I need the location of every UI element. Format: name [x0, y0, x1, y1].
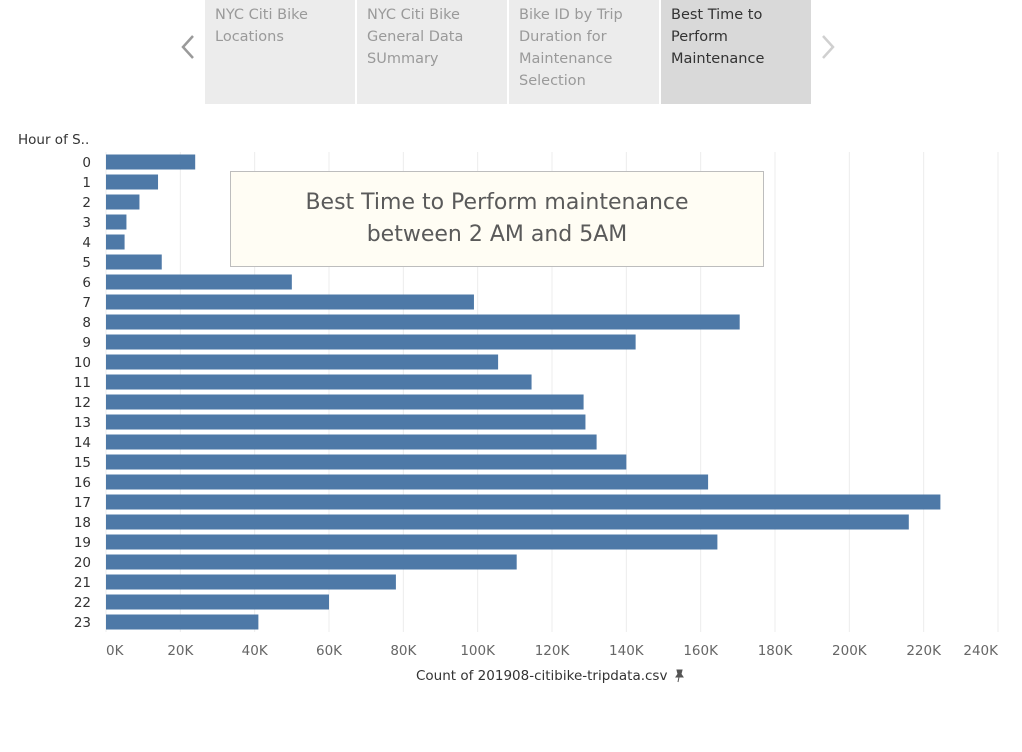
y-tick-label: 3	[82, 215, 91, 231]
chevron-left-icon	[181, 35, 194, 59]
x-tick-label: 240K	[963, 643, 999, 659]
bar-hour-5[interactable]	[106, 254, 162, 270]
x-tick-label: 140K	[609, 643, 645, 659]
bar-hour-23[interactable]	[106, 614, 259, 630]
bar-hour-12[interactable]	[106, 394, 584, 410]
x-tick-label: 20K	[167, 643, 194, 659]
prev-tab-button[interactable]	[176, 30, 200, 64]
y-tick-label: 6	[82, 275, 91, 291]
y-tick-label: 10	[74, 355, 91, 371]
tab-general-data-summary[interactable]: NYC Citi Bike General Data SUmmary	[357, 0, 507, 104]
y-tick-label: 8	[82, 315, 91, 331]
y-tick-label: 22	[74, 595, 91, 611]
x-tick-label: 200K	[832, 643, 868, 659]
annotation-line-2: between 2 AM and 5AM	[366, 222, 628, 247]
y-tick-label: 19	[74, 535, 91, 551]
tab-label-line: Best Time to	[671, 7, 763, 23]
x-tick-label: 120K	[535, 643, 571, 659]
bar-hour-3[interactable]	[106, 214, 127, 230]
bars	[106, 154, 941, 630]
y-tick-label: 18	[74, 515, 91, 531]
x-tick-label: 100K	[460, 643, 496, 659]
y-tick-label: 14	[74, 435, 91, 451]
y-tick-label: 9	[82, 335, 91, 351]
x-axis-title-wrap: Count of 201908-citibike-tripdata.csv	[416, 668, 685, 684]
bar-hour-22[interactable]	[106, 594, 329, 610]
bar-hour-16[interactable]	[106, 474, 709, 490]
x-tick-label: 40K	[242, 643, 269, 659]
bar-hour-14[interactable]	[106, 434, 597, 450]
y-tick-label: 5	[82, 255, 91, 271]
tab-label-line: SUmmary	[367, 51, 439, 67]
tab-bike-id-trip-duration[interactable]: Bike ID by Trip Duration for Maintenance Se…	[509, 0, 659, 104]
tab-nyc-citi-bike-locations[interactable]: NYC Citi Bike Locations	[205, 0, 355, 104]
y-tick-label: 12	[74, 395, 91, 411]
bar-hour-4[interactable]	[106, 234, 125, 250]
x-tick-label: 160K	[683, 643, 719, 659]
y-tick-label: 21	[74, 575, 91, 591]
y-tick-label: 4	[82, 235, 91, 251]
tab-best-time-maintenance[interactable]: Best Time to Perform Maintenance	[661, 0, 811, 104]
tab-label-line: Maintenance	[671, 51, 765, 67]
bar-hour-11[interactable]	[106, 374, 532, 390]
bar-hour-0[interactable]	[106, 154, 196, 170]
x-tick-labels: 0K 20K 40K 60K 80K 100K 120K 140K 160K 180K 200K 22…	[106, 643, 999, 659]
bar-hour-2[interactable]	[106, 194, 140, 210]
bar-hour-6[interactable]	[106, 274, 292, 290]
bar-hour-19[interactable]	[106, 534, 718, 550]
x-tick-label: 0K	[106, 643, 125, 659]
x-tick-label: 220K	[906, 643, 942, 659]
y-tick-label: 20	[74, 555, 91, 571]
bar-hour-8[interactable]	[106, 314, 740, 330]
y-tick-label: 13	[74, 415, 91, 431]
x-tick-label: 80K	[390, 643, 417, 659]
y-tick-label: 11	[74, 375, 91, 391]
y-tick-label: 17	[74, 495, 91, 511]
bar-hour-7[interactable]	[106, 294, 474, 310]
annotation-box: Best Time to Perform maintenance between…	[230, 171, 764, 267]
tab-label-line: NYC Citi Bike	[215, 7, 308, 23]
bar-hour-9[interactable]	[106, 334, 636, 350]
x-tick-label: 60K	[316, 643, 343, 659]
bar-hour-21[interactable]	[106, 574, 396, 590]
tab-label-line: Duration for	[519, 29, 607, 45]
tab-label-line: NYC Citi Bike	[367, 7, 460, 23]
chevron-right-icon	[822, 35, 835, 59]
tab-label-line: Maintenance	[519, 51, 613, 67]
bar-hour-10[interactable]	[106, 354, 499, 370]
bar-hour-1[interactable]	[106, 174, 159, 190]
y-tick-label: 16	[74, 475, 91, 491]
bar-hour-20[interactable]	[106, 554, 517, 570]
tab-label-line: Bike ID by Trip	[519, 7, 623, 23]
bar-hour-13[interactable]	[106, 414, 586, 430]
y-tick-label: 15	[74, 455, 91, 471]
y-tick-label: 0	[82, 155, 91, 171]
tab-label-line: Selection	[519, 73, 586, 89]
annotation-line-1: Best Time to Perform maintenance	[305, 190, 689, 215]
tab-label-line: General Data	[367, 29, 464, 45]
x-tick-label: 180K	[758, 643, 794, 659]
bar-hour-15[interactable]	[106, 454, 627, 470]
bar-hour-17[interactable]	[106, 494, 941, 510]
y-tick-label: 2	[82, 195, 91, 211]
next-tab-button[interactable]	[816, 30, 840, 64]
y-tick-label: 7	[82, 295, 91, 311]
x-axis-title: Count of 201908-citibike-tripdata.csv	[416, 668, 668, 684]
y-tick-label: 1	[82, 175, 91, 191]
tab-label-line: Locations	[215, 29, 284, 45]
y-axis-title: Hour of S..	[18, 132, 90, 148]
y-tick-label: 23	[74, 615, 91, 631]
tab-label-line: Perform	[671, 29, 728, 45]
pin-icon	[675, 669, 685, 683]
bar-hour-18[interactable]	[106, 514, 909, 530]
